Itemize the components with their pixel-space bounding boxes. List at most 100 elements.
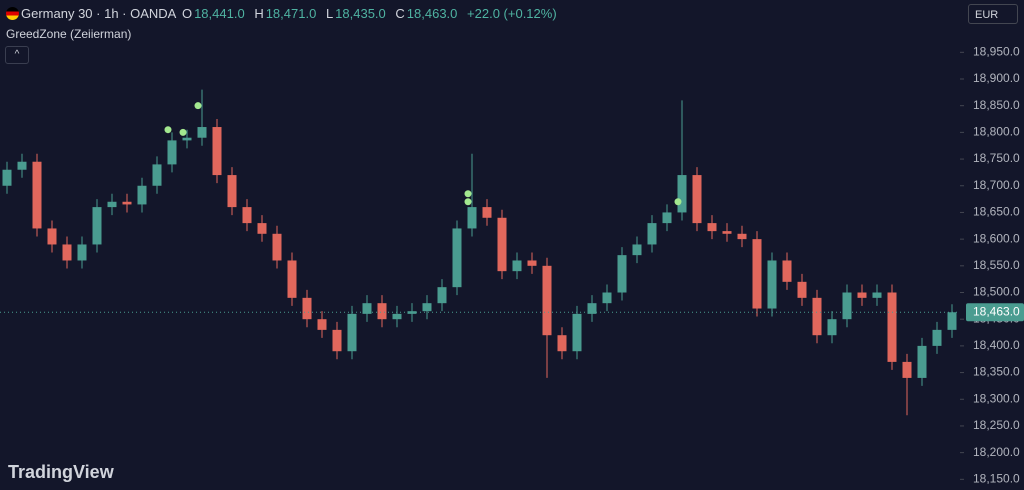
candle-body [902, 361, 912, 378]
low-value: 18,435.0 [335, 6, 386, 21]
candle-body [857, 292, 867, 298]
candle-body [512, 260, 522, 272]
candle-body [422, 303, 432, 312]
candle-body [842, 292, 852, 320]
y-tick-label: 18,600.0 [973, 231, 1020, 245]
low-label: L [325, 6, 334, 21]
candle-body [377, 303, 387, 320]
candle-body [122, 201, 132, 205]
candle-body [17, 161, 27, 170]
candle-body [362, 303, 372, 314]
candle-body [347, 313, 357, 352]
greed-signal [464, 190, 472, 198]
candle-body [437, 287, 447, 304]
candle-body [197, 127, 207, 138]
candle-body [392, 313, 402, 320]
candle-body [92, 207, 102, 245]
candle-body [587, 303, 597, 314]
candle-body [167, 140, 177, 165]
candle-body [947, 312, 957, 330]
y-tick-label: 18,400.0 [973, 338, 1020, 352]
y-tick-label: 18,900.0 [973, 71, 1020, 85]
y-tick-label: 18,250.0 [973, 418, 1020, 432]
y-tick-label: 18,500.0 [973, 285, 1020, 299]
logo[interactable]: TradingView [8, 462, 114, 482]
candle-body [887, 292, 897, 362]
y-tick-label: 18,800.0 [973, 125, 1020, 139]
last-price-box [966, 303, 1024, 322]
candle-body [827, 319, 837, 336]
y-tick-label: 18,700.0 [973, 178, 1020, 192]
candle-body [602, 292, 612, 304]
close-value: 18,463.0 [406, 6, 458, 21]
collapse-button[interactable]: ^ [5, 46, 29, 64]
indicator-name[interactable]: GreedZone (Zeiierman) [6, 27, 132, 41]
candle-body [467, 207, 477, 229]
candle-body [872, 292, 882, 298]
candle-body [77, 244, 87, 261]
candle-body [797, 281, 807, 298]
y-tick-label: 18,650.0 [973, 205, 1020, 219]
high-label: H [254, 6, 264, 21]
candle-body [527, 260, 537, 266]
symbol: Germany 30 · 1h · OANDA [21, 6, 177, 21]
candle-body [257, 223, 267, 234]
y-tick-label: 18,550.0 [973, 258, 1020, 272]
candle-body [572, 313, 582, 352]
candle-body [62, 244, 72, 261]
y-tick-label: 18,350.0 [973, 365, 1020, 379]
y-tick-label: 18,300.0 [973, 391, 1020, 405]
candle-body [917, 345, 927, 378]
candle-body [707, 223, 717, 232]
candle-body [452, 228, 462, 288]
candle-body [107, 201, 117, 208]
close-label: C [395, 6, 405, 21]
y-tick-label: 18,200.0 [973, 445, 1020, 459]
change: +22.0 (+0.12%) [467, 6, 557, 21]
greed-signal [464, 198, 472, 206]
candle-body [332, 329, 342, 352]
candle-body [137, 185, 147, 205]
candle-body [557, 335, 567, 352]
candle-body [752, 239, 762, 309]
candle-body [317, 319, 327, 330]
candle-body [617, 255, 627, 293]
y-tick-label: 18,150.0 [973, 471, 1020, 485]
high-value: 18,471.0 [265, 6, 317, 21]
candle-body [32, 161, 42, 229]
y-tick-label: 18,850.0 [973, 98, 1020, 112]
y-tick-label: 18,950.0 [973, 44, 1020, 58]
symbol-header: Germany 30 · 1h · OANDA O 18,441.0 H 18,47… [6, 6, 563, 21]
candle-body [722, 231, 732, 234]
candle-body [497, 217, 507, 272]
candle-body [227, 175, 237, 208]
candle-body [272, 233, 282, 261]
candle-body [692, 175, 702, 224]
candle-body [287, 260, 297, 298]
open-label: O [181, 6, 193, 21]
greed-signal [179, 128, 187, 136]
candle-body [212, 127, 222, 176]
currency-button[interactable]: EUR [968, 4, 1018, 24]
y-tick-label: 18,750.0 [973, 151, 1020, 165]
candle-body [482, 207, 492, 218]
candle-body [782, 260, 792, 282]
candle-body [812, 297, 822, 336]
candle-body [2, 169, 12, 186]
candle-body [932, 329, 942, 346]
candle-body [677, 175, 687, 213]
candle-body [152, 164, 162, 186]
open-value: 18,441.0 [194, 6, 245, 21]
candle-body [647, 223, 657, 245]
candle-body [242, 207, 252, 224]
candle-body [47, 228, 57, 245]
greed-signal [674, 198, 682, 206]
greed-signal [164, 126, 172, 134]
price-axis [960, 0, 1024, 490]
candle-body [182, 137, 192, 141]
candle-body [302, 297, 312, 320]
candle-body [767, 260, 777, 309]
greed-signal [194, 102, 202, 110]
